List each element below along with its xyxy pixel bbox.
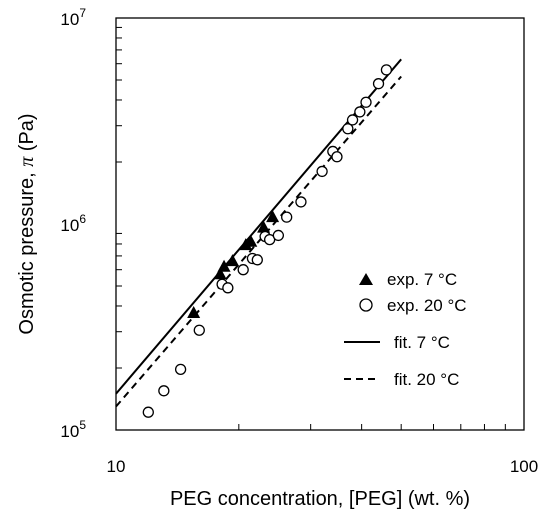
data-point-circle bbox=[222, 282, 234, 294]
data-point-circle bbox=[193, 324, 205, 336]
x-tick-label: 10 bbox=[107, 457, 126, 476]
legend-entry: exp. 20 °C bbox=[359, 296, 467, 315]
data-point-circle bbox=[316, 165, 328, 178]
legend-label: fit. 7 °C bbox=[394, 333, 450, 352]
y-axis-title-unit: (Pa) bbox=[16, 113, 38, 156]
y-axis-title: Osmotic pressure, π (Pa) bbox=[16, 113, 38, 334]
legend-entry: fit. 20 °C bbox=[344, 370, 459, 389]
data-point-triangle bbox=[257, 220, 271, 233]
data-point-triangle bbox=[187, 305, 201, 318]
data-point-triangle bbox=[213, 267, 227, 280]
y-tick-exponent: 5 bbox=[79, 418, 86, 432]
data-point-triangle bbox=[217, 259, 231, 272]
x-axis-title: PEG concentration, [PEG] (wt. %) bbox=[170, 488, 470, 510]
legend-entry: fit. 7 °C bbox=[344, 333, 450, 352]
x-tick-label: 100 bbox=[510, 457, 538, 476]
y-axis-title-text: Osmotic pressure, bbox=[16, 167, 38, 335]
data-point-circle bbox=[372, 78, 385, 90]
data-point-circle bbox=[331, 151, 343, 163]
legend-entry: exp. 7 °C bbox=[359, 270, 457, 289]
plot-border bbox=[115, 17, 525, 431]
plot-area-frame bbox=[115, 17, 525, 431]
data-point-circle bbox=[380, 64, 393, 76]
data-point-triangle bbox=[226, 254, 240, 267]
data-point-circle bbox=[354, 106, 366, 118]
data-point-triangle bbox=[244, 234, 258, 247]
x-tick-labels: 10 100 bbox=[107, 457, 539, 476]
y-tick-exponent: 6 bbox=[79, 212, 86, 226]
data-point-circle bbox=[142, 406, 154, 418]
y-tick-base: 10 bbox=[60, 422, 79, 441]
legend-circle-marker bbox=[359, 298, 373, 312]
data-point-circle bbox=[251, 254, 263, 266]
y-axis-title-symbol: π bbox=[16, 156, 38, 167]
y-tick-label: 107 bbox=[60, 6, 86, 29]
y-tick-labels: 105 106 107 bbox=[60, 6, 86, 441]
legend-label: exp. 7 °C bbox=[387, 270, 457, 289]
data-point-circle bbox=[342, 123, 354, 135]
legend-label: fit. 20 °C bbox=[394, 370, 459, 389]
data-point-circle bbox=[272, 229, 285, 242]
y-tick-label: 105 bbox=[60, 418, 86, 441]
legend-label: exp. 20 °C bbox=[387, 296, 467, 315]
legend: exp. 7 °C exp. 20 °C fit. 7 °C fit. 20 °… bbox=[344, 270, 467, 389]
data-point-circle bbox=[346, 114, 359, 126]
data-point-triangle bbox=[266, 210, 280, 223]
data-point-circle bbox=[174, 363, 187, 375]
fit-line-dashed bbox=[115, 75, 402, 408]
data-markers bbox=[142, 64, 393, 418]
data-point-circle bbox=[158, 385, 170, 397]
data-point-circle bbox=[237, 264, 249, 276]
data-point-circle bbox=[360, 96, 372, 108]
y-tick-base: 10 bbox=[60, 216, 79, 235]
y-tick-exponent: 7 bbox=[79, 6, 86, 20]
data-point-circle bbox=[295, 196, 307, 208]
y-tick-base: 10 bbox=[60, 10, 79, 29]
y-tick-label: 106 bbox=[60, 212, 86, 235]
y-minor-ticks bbox=[116, 26, 122, 369]
legend-triangle-marker bbox=[359, 273, 373, 285]
x-minor-ticks bbox=[238, 424, 506, 430]
data-point-circle bbox=[281, 211, 293, 223]
